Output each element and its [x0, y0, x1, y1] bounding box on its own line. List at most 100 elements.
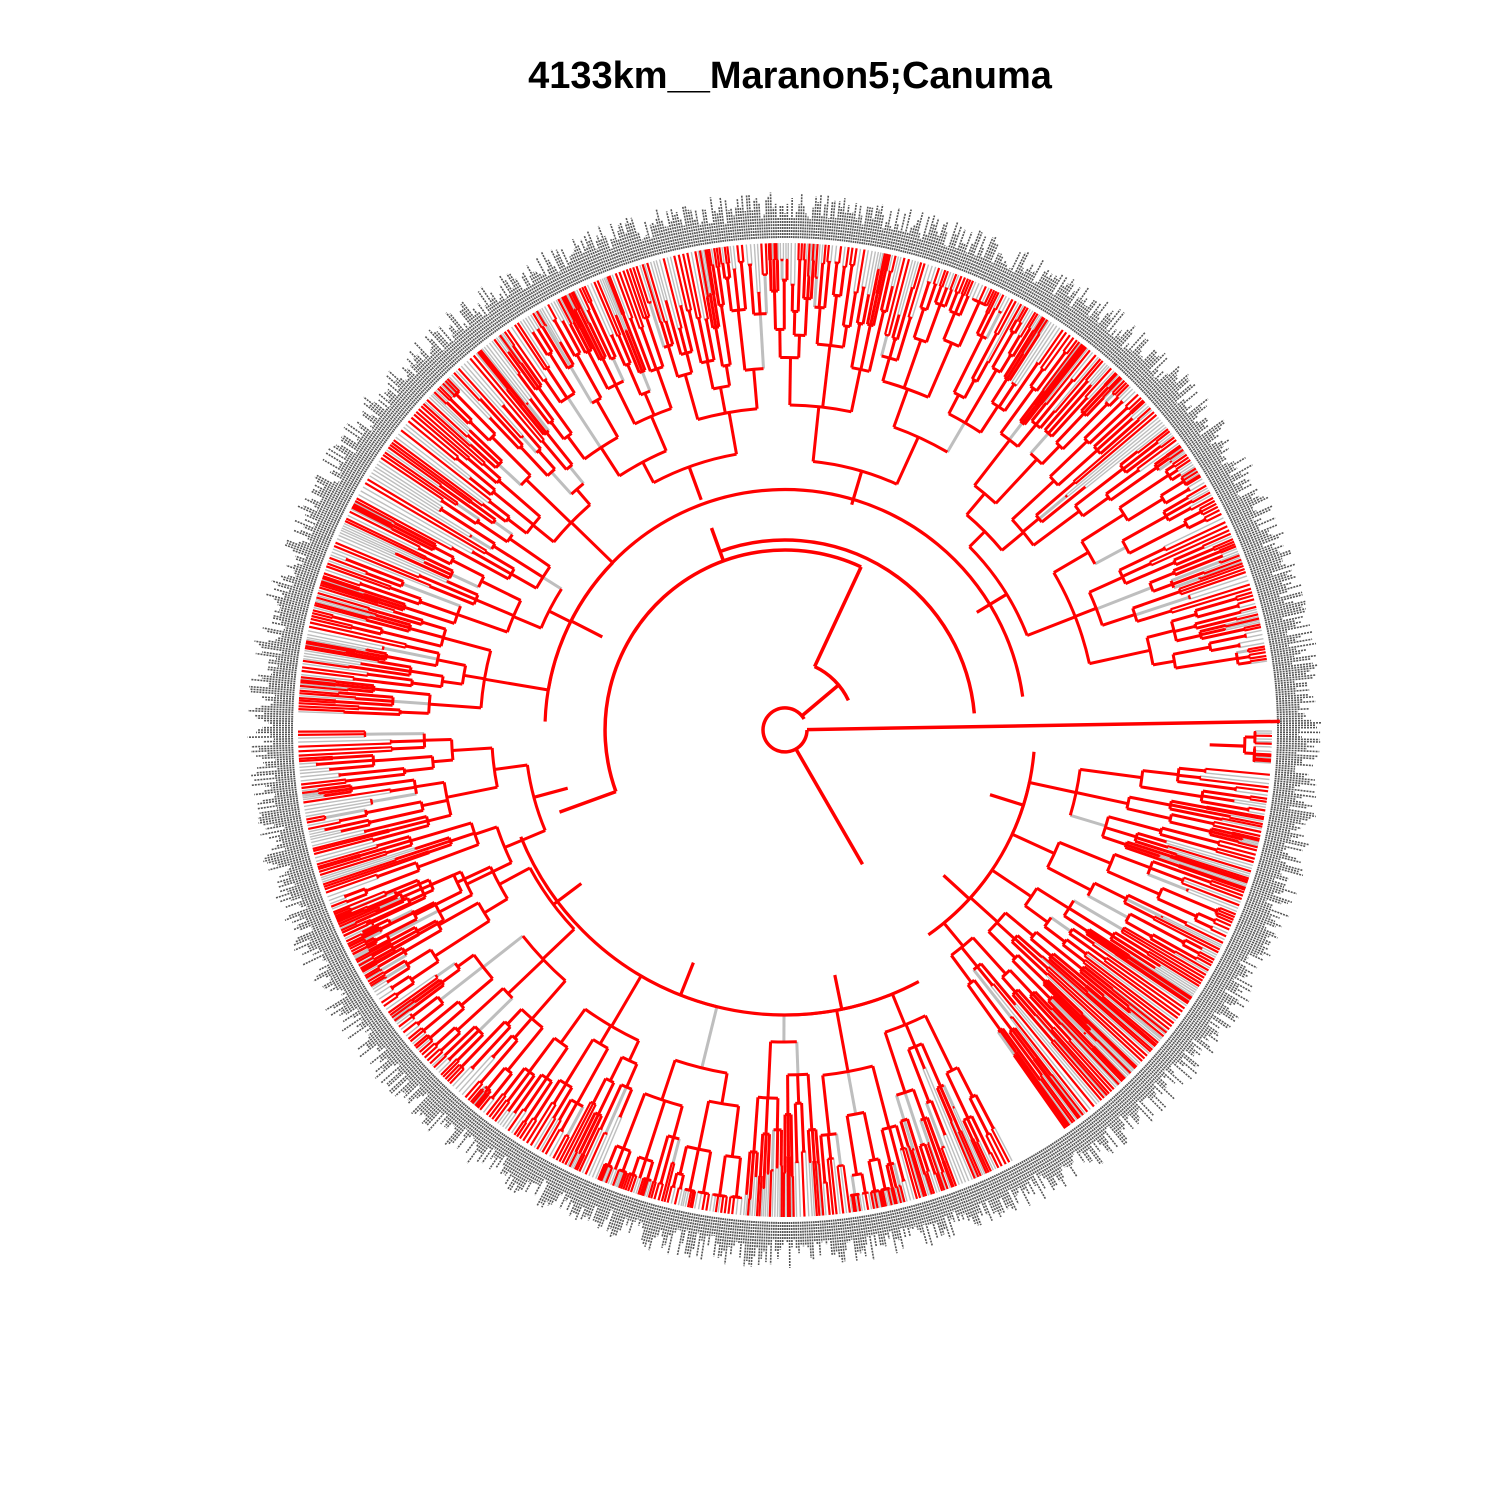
tip-branch — [1090, 366, 1110, 387]
tip-label — [1113, 347, 1129, 365]
tip-branch — [1084, 959, 1173, 1028]
tip-branch — [1250, 795, 1268, 800]
tip-label — [1179, 417, 1207, 438]
tip-branch — [298, 697, 336, 702]
tip-branch — [805, 243, 808, 261]
tip-label — [1190, 434, 1215, 453]
tip-label — [1275, 768, 1295, 773]
tip-branch — [928, 1169, 938, 1193]
tip-branch — [338, 907, 380, 928]
tip-label — [1030, 1155, 1046, 1179]
internal-arc — [1030, 419, 1042, 430]
internal-arc — [1146, 860, 1155, 875]
tip-label — [1267, 624, 1311, 635]
tip-branch — [771, 1170, 775, 1217]
tip-label — [444, 1109, 474, 1146]
tip-branch — [1103, 371, 1117, 386]
tip-label — [271, 580, 313, 594]
tip-label — [316, 480, 352, 500]
tip-label — [751, 210, 755, 240]
tip-branch — [1203, 535, 1233, 550]
tip-arc — [389, 523, 393, 527]
tip-label — [859, 1216, 867, 1257]
tip-label — [637, 231, 647, 259]
internal-arc — [469, 822, 480, 846]
tip-label — [619, 222, 634, 263]
internal-branch — [1109, 466, 1158, 502]
tip-label — [287, 881, 318, 893]
internal-branch — [1244, 751, 1255, 755]
internal-branch — [350, 778, 415, 791]
tip-label — [1204, 463, 1222, 475]
tip-branch — [809, 243, 813, 277]
tip-label — [1013, 1164, 1031, 1195]
tip-branch — [1221, 817, 1263, 828]
tip-branch — [694, 251, 710, 320]
tip-branch — [1177, 461, 1193, 473]
internal-branch — [732, 269, 741, 311]
tip-label — [1159, 384, 1192, 412]
tip-label — [484, 305, 502, 329]
tip-label — [967, 255, 977, 274]
tip-branch — [314, 841, 375, 859]
tip-label — [925, 1200, 939, 1239]
tip-label — [733, 1219, 738, 1247]
tip-branch — [332, 548, 431, 589]
tip-branch — [302, 794, 325, 799]
tip-branch — [985, 289, 996, 307]
tip-branch — [309, 621, 407, 646]
tip-label — [942, 221, 959, 265]
tip-arc — [970, 1137, 974, 1141]
tip-branch — [701, 1193, 707, 1211]
internal-branch — [409, 983, 445, 1011]
internal-branch — [456, 987, 505, 1032]
tip-branch — [435, 389, 449, 403]
internal-branch — [970, 1115, 992, 1154]
tip-branch — [1127, 956, 1192, 1001]
tip-branch — [324, 568, 362, 583]
internal-branch — [414, 981, 443, 1003]
internal-arc — [1100, 816, 1110, 838]
tip-branch — [328, 560, 367, 576]
internal-branch — [1013, 322, 1022, 334]
tip-label — [275, 790, 297, 796]
tip-label — [1174, 405, 1208, 431]
internal-arc — [1106, 853, 1116, 873]
tip-branch — [348, 938, 365, 948]
tip-label — [265, 698, 294, 703]
internal-branch — [1044, 981, 1089, 1025]
tip-arc — [471, 550, 476, 555]
internal-branch — [541, 440, 568, 471]
tip-label — [1240, 533, 1269, 546]
tip-arc — [1158, 445, 1162, 449]
internal-branch — [687, 310, 703, 364]
tip-branch — [320, 581, 379, 603]
tip-label — [1238, 524, 1278, 542]
internal-branch — [537, 329, 554, 353]
tip-label — [1011, 1166, 1026, 1190]
tip-label — [409, 364, 434, 388]
tip-label — [565, 1175, 579, 1202]
tip-arc — [1105, 386, 1110, 390]
tip-label — [592, 1188, 607, 1221]
internal-branch — [1197, 912, 1216, 923]
tip-arc — [861, 286, 866, 290]
tip-label — [718, 207, 725, 242]
tip-arc — [374, 959, 379, 965]
internal-branch — [1052, 952, 1105, 997]
tip-arc — [990, 982, 995, 987]
tip-label — [256, 764, 295, 769]
tip-label — [448, 341, 464, 359]
tip-label — [707, 1216, 714, 1247]
tip-arc — [373, 957, 377, 961]
internal-branch — [434, 1026, 457, 1046]
tip-label — [1214, 968, 1235, 981]
tip-branch — [469, 1088, 483, 1103]
tip-label — [1242, 531, 1284, 550]
tip-label — [363, 396, 400, 426]
internal-branch — [1176, 633, 1202, 643]
tip-branch — [1254, 757, 1272, 761]
internal-branch — [1029, 781, 1077, 795]
internal-branch — [1184, 938, 1202, 950]
tip-label — [1171, 1032, 1201, 1056]
